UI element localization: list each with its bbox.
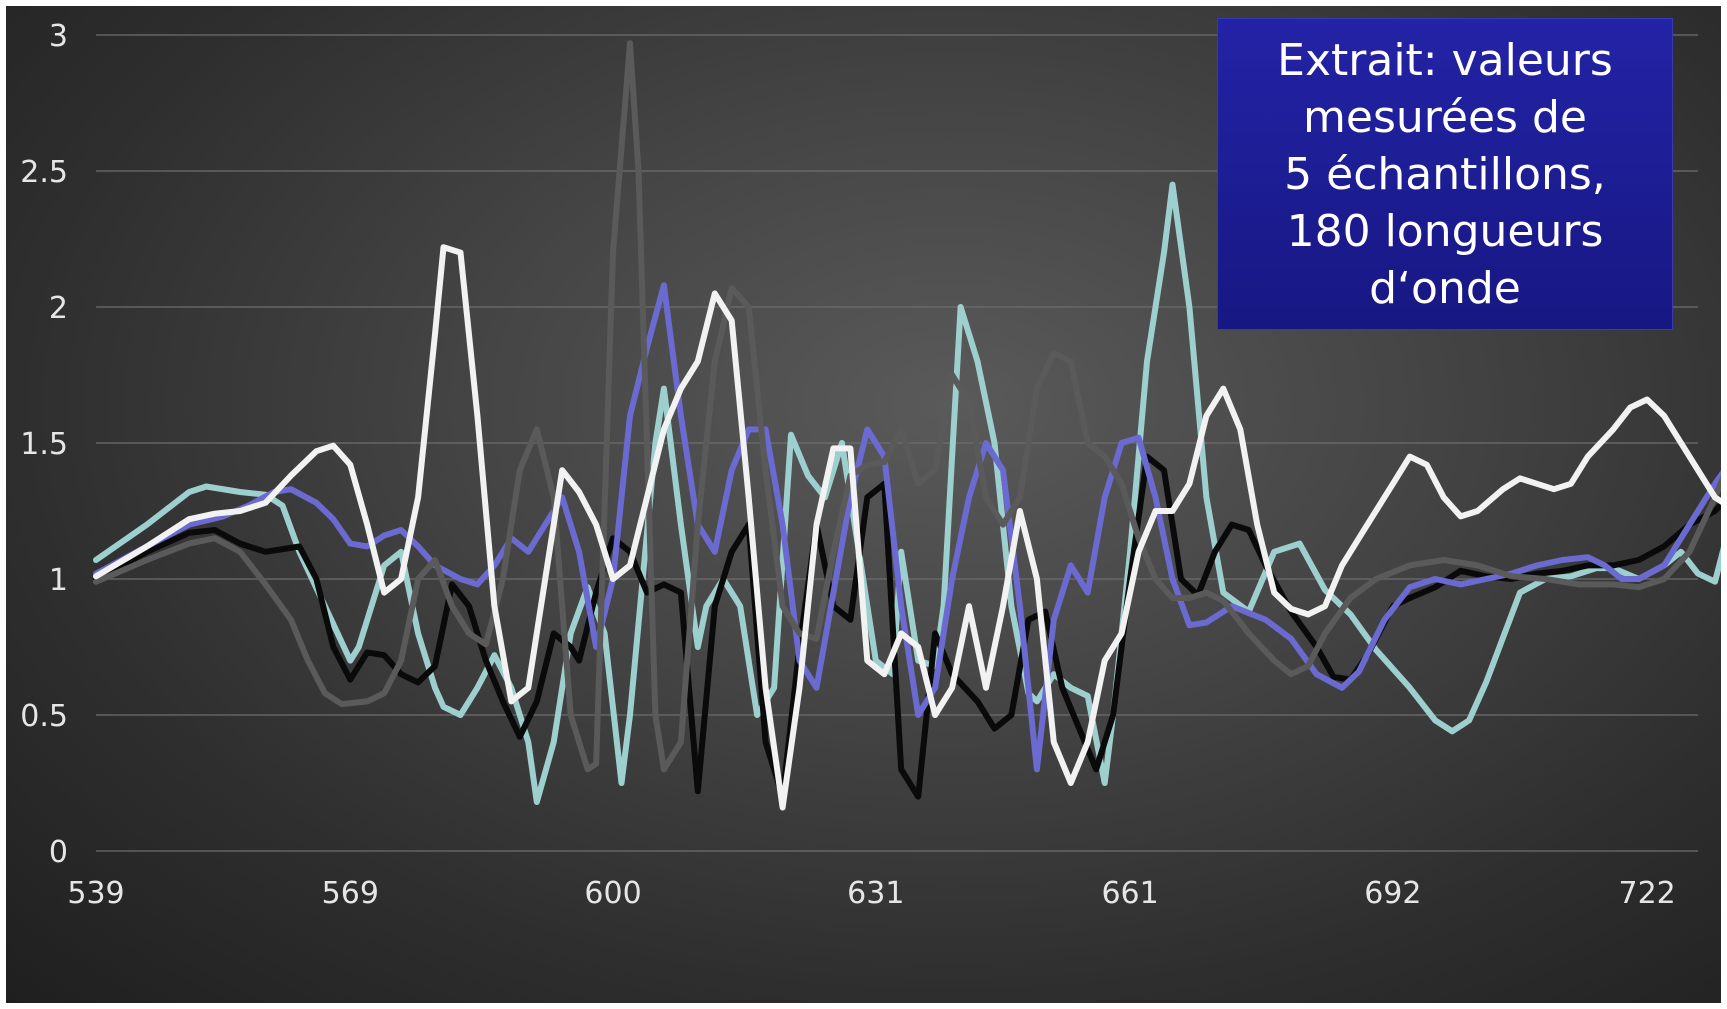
y-axis-ticks: 0 0.5 1 1.5 2 2.5 3	[20, 19, 68, 870]
x-tick-label: 569	[322, 876, 379, 911]
annotation-text: Extrait: valeurs mesurées de 5 échantill…	[1277, 34, 1613, 314]
y-tick-label: 2	[49, 291, 68, 326]
y-tick-label: 0	[49, 835, 68, 870]
chart-area: 0 0.5 1 1.5 2 2.5 3 539 569 600 631 661 692 722 Extr…	[6, 6, 1721, 1003]
x-tick-label: 539	[67, 876, 124, 911]
annotation-box: Extrait: valeurs mesurées de 5 échantill…	[1217, 18, 1673, 330]
y-tick-label: 1.5	[20, 427, 68, 462]
x-tick-label: 661	[1101, 876, 1158, 911]
y-tick-label: 3	[49, 19, 68, 54]
series-lines	[93, 40, 1721, 811]
y-tick-label: 0.5	[20, 699, 68, 734]
x-tick-label: 631	[847, 876, 904, 911]
y-tick-label: 1	[49, 563, 68, 598]
x-tick-label: 600	[584, 876, 641, 911]
x-axis-ticks: 539 569 600 631 661 692 722	[67, 876, 1675, 911]
series-line-5	[93, 244, 1721, 811]
series-line-4	[93, 40, 1721, 773]
x-tick-label: 692	[1364, 876, 1421, 911]
x-tick-label: 722	[1619, 876, 1676, 911]
line-chart: 0 0.5 1 1.5 2 2.5 3 539 569 600 631 661 692 722	[20, 19, 1721, 911]
y-tick-label: 2.5	[20, 155, 68, 190]
